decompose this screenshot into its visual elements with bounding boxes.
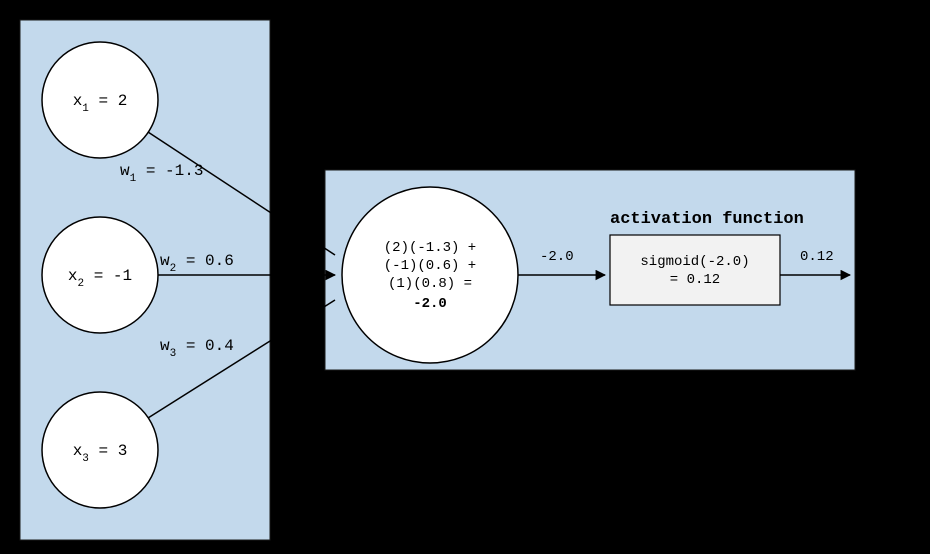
output-value-label: 0.12: [800, 249, 834, 265]
activation-title: activation function: [610, 210, 804, 229]
neuron-node: [342, 187, 518, 363]
sum-value-label: -2.0: [540, 249, 574, 265]
activation-box: [610, 235, 780, 305]
